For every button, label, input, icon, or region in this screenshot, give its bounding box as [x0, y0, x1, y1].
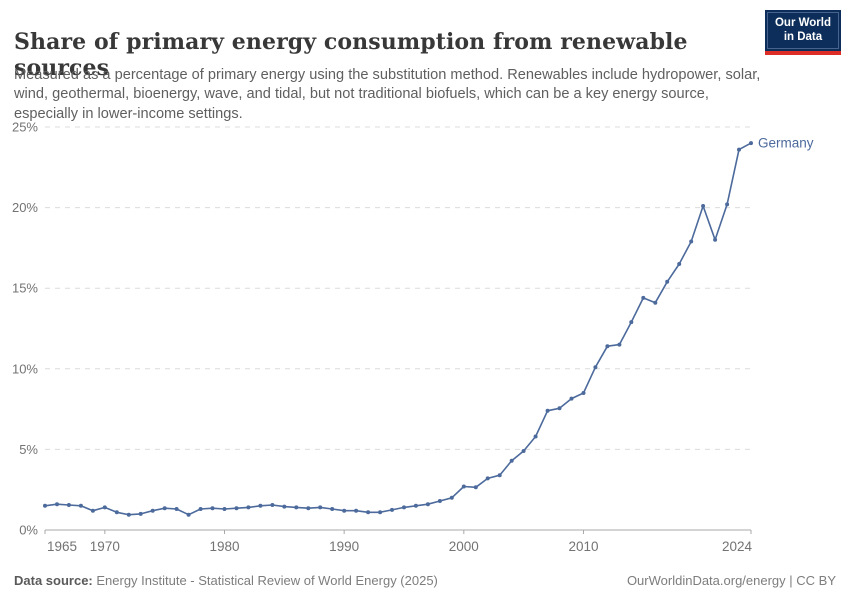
chart-title: Share of primary energy consumption from… [14, 28, 688, 81]
data-point[interactable] [114, 510, 119, 515]
data-point[interactable] [449, 495, 454, 500]
data-point[interactable] [270, 503, 275, 507]
y-tick-label: 20% [12, 200, 38, 215]
x-tick-label: 1980 [209, 539, 239, 554]
data-point[interactable] [234, 506, 239, 511]
x-tick-label: 2024 [722, 539, 753, 554]
data-point[interactable] [186, 512, 191, 517]
data-point[interactable] [737, 147, 741, 152]
data-point[interactable] [150, 508, 155, 513]
data-point[interactable] [665, 279, 670, 284]
data-point[interactable] [557, 406, 562, 411]
data-point[interactable] [162, 506, 167, 511]
data-source-label: Data source: [14, 573, 93, 588]
data-point[interactable] [641, 295, 646, 300]
data-point[interactable] [126, 512, 131, 517]
data-point[interactable] [605, 344, 610, 349]
data-point[interactable] [581, 391, 586, 395]
y-tick-label: 5% [19, 442, 38, 457]
data-point[interactable] [689, 239, 694, 244]
series-end-label[interactable]: Germany [758, 136, 814, 151]
data-point[interactable] [366, 510, 371, 515]
x-tick-label: 1970 [90, 539, 120, 554]
data-point[interactable] [78, 503, 83, 508]
x-tick-label: 2010 [568, 539, 598, 554]
data-point[interactable] [461, 484, 466, 489]
y-tick-label: 15% [12, 281, 38, 296]
data-point[interactable] [545, 408, 550, 413]
data-point[interactable] [413, 503, 418, 508]
series-line [44, 142, 752, 516]
owid-logo-line2: in Data [783, 31, 823, 43]
data-point[interactable] [653, 300, 658, 305]
data-point[interactable] [725, 202, 730, 207]
data-point[interactable] [198, 507, 203, 511]
owid-logo-line1: Our World [774, 17, 831, 29]
data-point[interactable] [43, 503, 47, 508]
data-point[interactable] [294, 505, 299, 510]
data-point[interactable] [497, 473, 502, 478]
x-tick-label: 1990 [329, 539, 359, 554]
data-point[interactable] [318, 505, 323, 510]
data-point[interactable] [425, 502, 430, 507]
data-point[interactable] [210, 506, 215, 511]
data-point[interactable] [258, 503, 263, 508]
data-point[interactable] [569, 396, 574, 401]
data-point[interactable] [677, 262, 682, 266]
data-point[interactable] [342, 508, 347, 513]
data-point[interactable] [713, 237, 718, 242]
data-point[interactable] [749, 141, 753, 146]
data-point[interactable] [533, 434, 538, 439]
data-point[interactable] [330, 507, 335, 511]
data-point[interactable] [102, 505, 107, 510]
owid-logo[interactable]: Our World in Data [764, 10, 841, 55]
data-point[interactable] [437, 499, 442, 503]
y-tick-label: 10% [12, 361, 38, 376]
data-point[interactable] [485, 476, 490, 481]
data-source-note: Data source: Energy Institute - Statisti… [14, 573, 438, 588]
data-point[interactable] [55, 502, 59, 507]
data-point[interactable] [66, 503, 71, 507]
attribution-link[interactable]: OurWorldinData.org/energy | CC BY [626, 573, 836, 588]
x-tick-label: 1965 [47, 539, 77, 554]
data-point[interactable] [306, 506, 311, 511]
data-point[interactable] [509, 458, 514, 463]
data-point[interactable] [90, 508, 95, 513]
y-tick-label: 0% [19, 523, 38, 538]
y-tick-label: 25% [12, 120, 38, 135]
x-tick-label: 2000 [449, 539, 479, 554]
data-point[interactable] [282, 504, 287, 509]
data-point[interactable] [354, 508, 359, 513]
data-point[interactable] [378, 510, 383, 515]
data-point[interactable] [222, 507, 227, 511]
data-point[interactable] [473, 485, 478, 490]
data-point[interactable] [617, 342, 622, 347]
owid-logo-text: Our World in Data [766, 12, 839, 49]
data-point[interactable] [521, 449, 526, 453]
chart-subtitle: Measured as a percentage of primary ener… [14, 66, 761, 122]
data-point[interactable] [246, 505, 251, 510]
data-point[interactable] [390, 507, 394, 512]
data-point[interactable] [701, 204, 706, 208]
chart-footer: Data source: Energy Institute - Statisti… [14, 573, 836, 588]
data-point[interactable] [593, 365, 598, 370]
data-source-value: Energy Institute - Statistical Review of… [92, 573, 438, 588]
data-point[interactable] [402, 505, 406, 510]
data-point[interactable] [629, 320, 634, 325]
data-point[interactable] [138, 511, 143, 516]
data-point[interactable] [174, 507, 179, 511]
